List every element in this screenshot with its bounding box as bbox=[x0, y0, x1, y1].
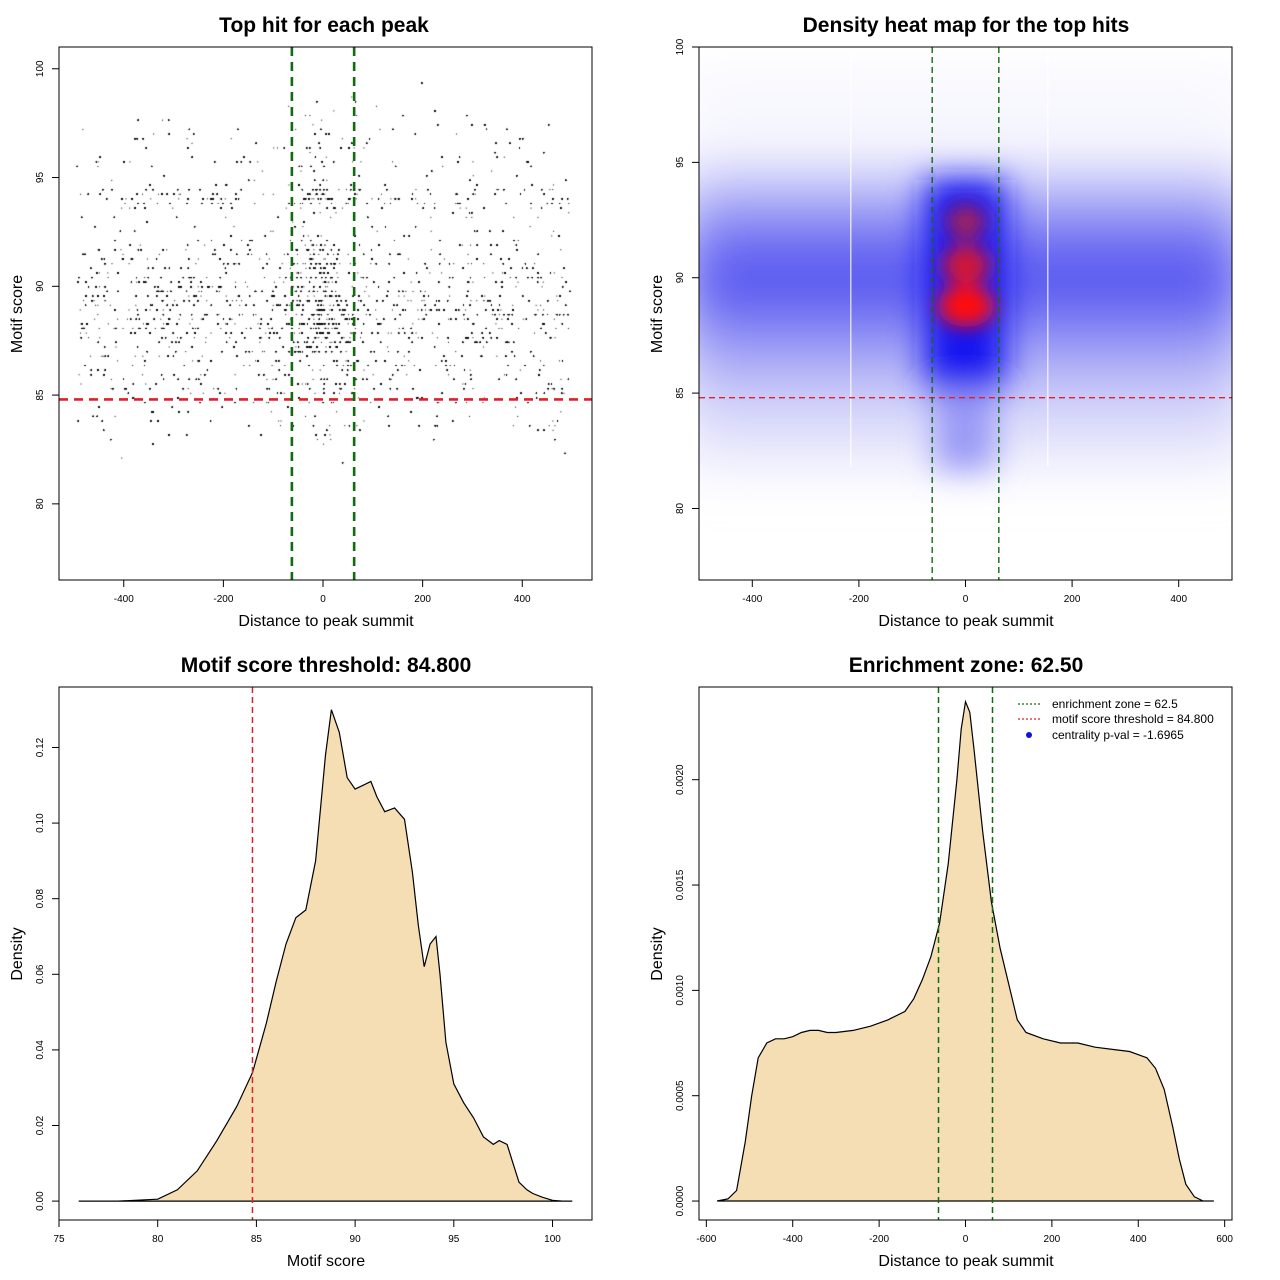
legend-label-centrality: centrality p-val = -1.6965 bbox=[1052, 728, 1184, 742]
score-xlabel: Motif score bbox=[287, 1253, 365, 1270]
heatmap-y-tick-label: 80 bbox=[675, 502, 686, 514]
score-y-tick-label: 0.10 bbox=[35, 813, 46, 833]
score-x-tick-label: 75 bbox=[53, 1234, 65, 1245]
heatmap-hot-spots bbox=[938, 204, 994, 327]
scatter-axes: -400 -200 0 200 400 80 85 90 95 100 bbox=[35, 60, 531, 605]
score-x-tick-label: 90 bbox=[350, 1234, 362, 1245]
heatmap-axes: -400 -200 0 200 400 80 85 90 95 100 bbox=[675, 38, 1187, 605]
scatter-x-tick-label: -400 bbox=[114, 594, 134, 605]
score-density-curve bbox=[78, 709, 573, 1202]
heatmap-y-tick-label: 90 bbox=[675, 272, 686, 284]
heatmap-y-tick-label: 85 bbox=[675, 387, 686, 399]
heatmap-band-98 bbox=[699, 95, 1232, 113]
distance-density-curve bbox=[716, 699, 1214, 1202]
legend-label-motif-threshold: motif score threshold = 84.800 bbox=[1052, 712, 1214, 726]
score-ylabel: Density bbox=[9, 927, 26, 980]
score-y-tick-label: 0.04 bbox=[35, 1040, 46, 1060]
heatmap-reference-lines bbox=[699, 47, 1232, 580]
scatter-x-tick-label: -200 bbox=[213, 594, 233, 605]
scatter-y-tick-label: 85 bbox=[35, 389, 46, 401]
heatmap-tile-seam-right bbox=[1047, 47, 1049, 467]
score-x-tick-label: 80 bbox=[152, 1234, 164, 1245]
score-density-title: Motif score threshold: 84.800 bbox=[181, 654, 472, 677]
distance-y-tick-label: 0.0005 bbox=[675, 1080, 686, 1111]
legend-label-enrichment-zone: enrichment zone = 62.5 bbox=[1052, 697, 1178, 711]
heatmap-image bbox=[699, 47, 1232, 580]
heatmap-x-tick-label: 400 bbox=[1170, 594, 1187, 605]
scatter-point-cloud bbox=[59, 47, 592, 580]
distance-axes: -600 -400 -200 0 200 400 600 0.0000 0.0005 0.0010… bbox=[675, 764, 1233, 1245]
distance-density-title: Enrichment zone: 62.50 bbox=[849, 654, 1084, 677]
heatmap-x-tick-label: 0 bbox=[963, 594, 969, 605]
heatmap-hotspot-90 bbox=[942, 245, 990, 285]
scatter-y-tick-label: 100 bbox=[35, 60, 46, 77]
scatter-x-tick-label: 200 bbox=[414, 594, 431, 605]
distance-x-tick-label: -400 bbox=[783, 1234, 803, 1245]
legend: enrichment zone = 62.5 motif score thres… bbox=[1018, 697, 1214, 742]
heatmap-y-tick-label: 95 bbox=[675, 156, 686, 168]
distance-ylabel: Density bbox=[649, 927, 666, 980]
scatter-x-tick-label: 400 bbox=[514, 594, 531, 605]
score-axes: 75 80 85 90 95 100 0.00 0.02 0.04 0.06 0.08 0.10 0.1… bbox=[35, 737, 561, 1245]
enrichment-zone-lines bbox=[937, 687, 994, 1220]
legend-key-centrality bbox=[1026, 732, 1032, 738]
score-y-tick-label: 0.00 bbox=[35, 1191, 46, 1211]
scatter-title: Top hit for each peak bbox=[219, 14, 429, 37]
distance-x-tick-label: 600 bbox=[1216, 1234, 1233, 1245]
scatter-ylabel: Motif score bbox=[9, 275, 26, 353]
scatter-panel: Top hit for each peak -400 -200 0 200 400 80 8… bbox=[9, 14, 593, 630]
distance-y-tick-label: 0.0010 bbox=[675, 975, 686, 1006]
heatmap-ylabel: Motif score bbox=[649, 275, 666, 353]
heatmap-x-tick-label: -200 bbox=[849, 594, 869, 605]
heatmap-panel: Density heat map for the top hits bbox=[649, 14, 1233, 630]
heatmap-title: Density heat map for the top hits bbox=[803, 14, 1130, 37]
distance-x-tick-label: 400 bbox=[1130, 1234, 1147, 1245]
scatter-y-tick-label: 80 bbox=[35, 498, 46, 510]
scatter-points bbox=[59, 47, 592, 580]
distance-x-tick-label: -600 bbox=[696, 1234, 716, 1245]
scatter-y-tick-label: 95 bbox=[35, 172, 46, 184]
heatmap-hotspot-92 bbox=[946, 204, 986, 240]
heatmap-hotspot-88 bbox=[938, 285, 994, 327]
score-y-tick-label: 0.06 bbox=[35, 964, 46, 984]
scatter-xlabel: Distance to peak summit bbox=[238, 613, 414, 630]
heatmap-tile-seam-left bbox=[850, 47, 852, 467]
score-density-panel: Motif score threshold: 84.800 75 80 85 90 95… bbox=[9, 654, 593, 1270]
distance-x-tick-label: 200 bbox=[1044, 1234, 1061, 1245]
distance-y-tick-label: 0.0015 bbox=[675, 869, 686, 900]
scatter-y-tick-label: 90 bbox=[35, 280, 46, 292]
scatter-x-tick-label: 0 bbox=[320, 594, 326, 605]
distance-density-panel: Enrichment zone: 62.50 -600 -400 -200 0 200 4… bbox=[649, 654, 1233, 1270]
heatmap-x-tick-label: -400 bbox=[742, 594, 762, 605]
heatmap-central-tail bbox=[935, 390, 995, 470]
distance-x-tick-label: -200 bbox=[869, 1234, 889, 1245]
heatmap-xlabel: Distance to peak summit bbox=[878, 613, 1054, 630]
heatmap-x-tick-label: 200 bbox=[1064, 594, 1081, 605]
distance-xlabel: Distance to peak summit bbox=[878, 1253, 1054, 1270]
heatmap-y-tick-label: 100 bbox=[675, 38, 686, 55]
score-x-tick-label: 95 bbox=[448, 1234, 460, 1245]
distance-y-tick-label: 0.0000 bbox=[675, 1185, 686, 1216]
score-x-tick-label: 85 bbox=[251, 1234, 263, 1245]
distance-y-tick-label: 0.0020 bbox=[675, 764, 686, 795]
score-y-tick-label: 0.08 bbox=[35, 889, 46, 909]
score-y-tick-label: 0.02 bbox=[35, 1115, 46, 1135]
score-x-tick-label: 100 bbox=[544, 1234, 561, 1245]
distance-x-tick-label: 0 bbox=[963, 1234, 969, 1245]
score-y-tick-label: 0.12 bbox=[35, 737, 46, 757]
